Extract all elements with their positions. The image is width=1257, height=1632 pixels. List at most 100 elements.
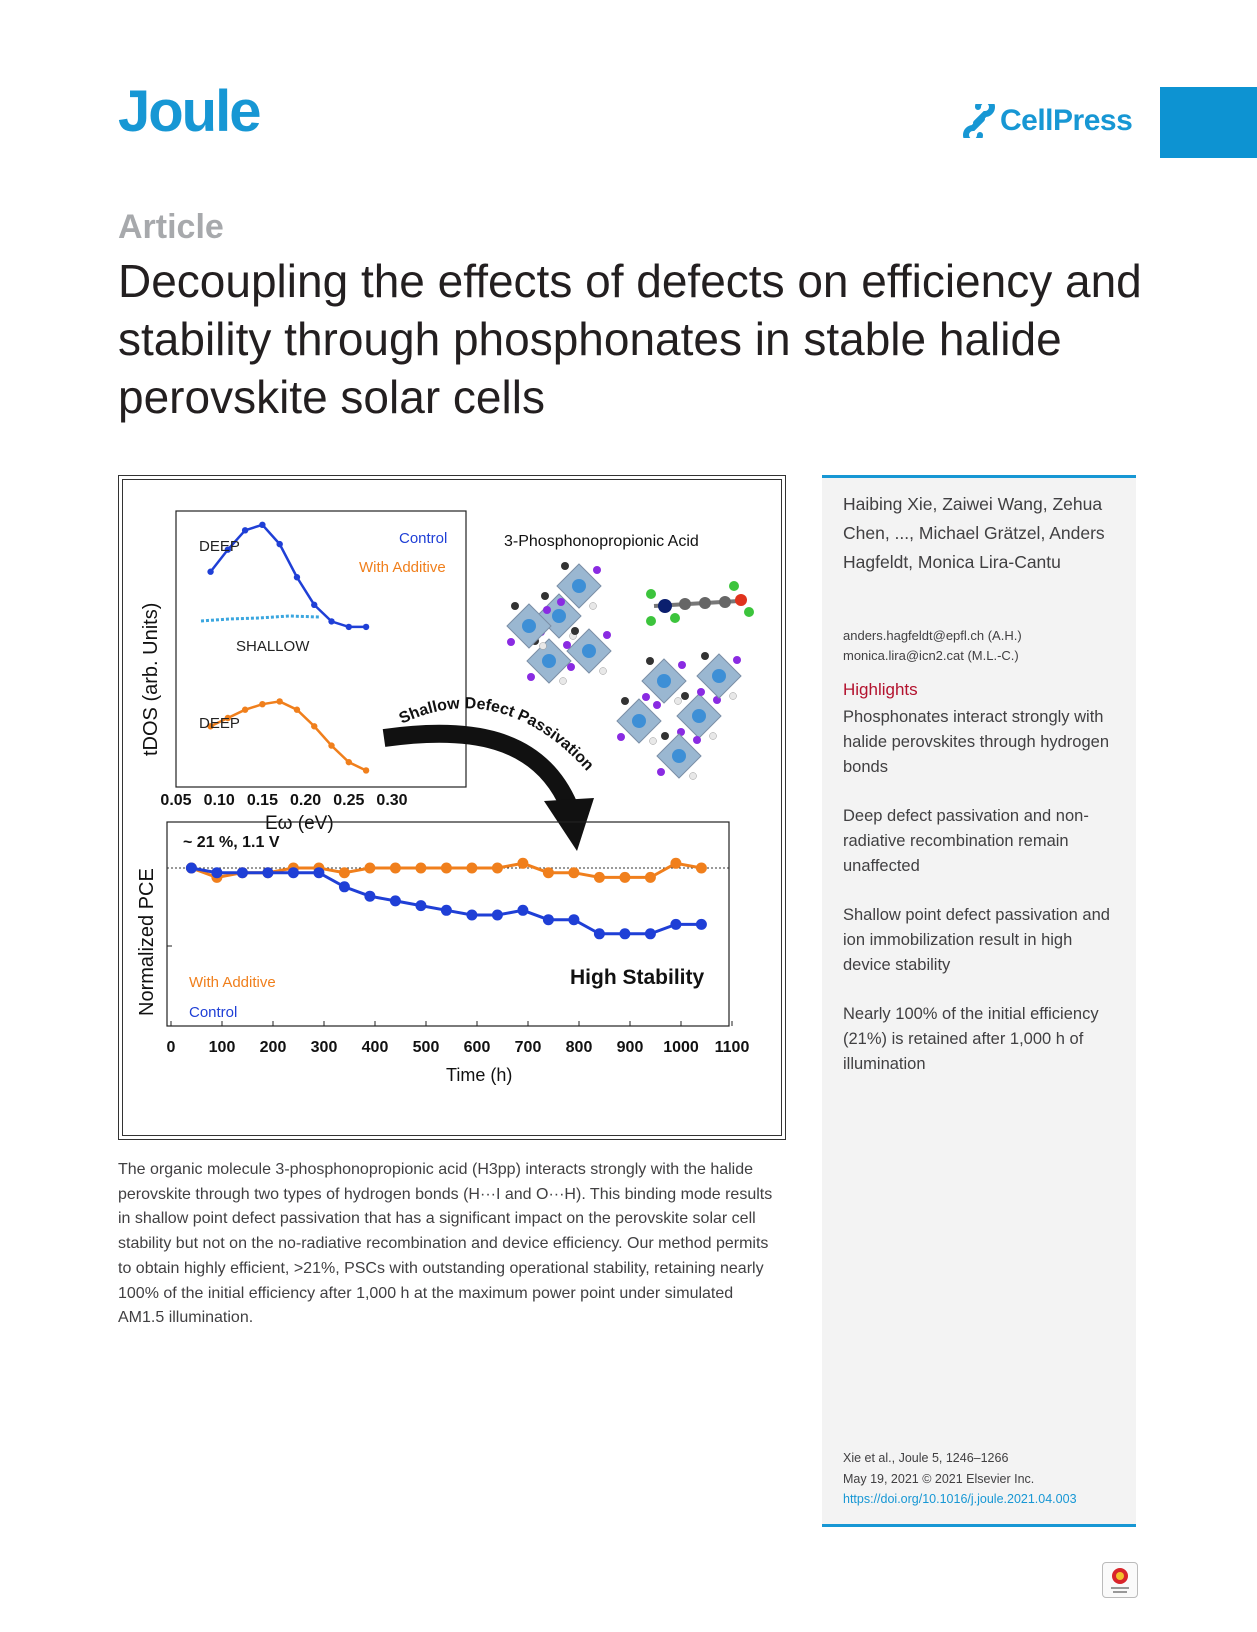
passivation-arrow — [382, 724, 578, 810]
tdos-data-point — [224, 546, 232, 553]
pce-data-point — [644, 928, 656, 940]
correspondence: anders.hagfeldt@epfl.ch (A.H.) monica.li… — [843, 626, 1022, 666]
pce-data-point — [466, 909, 478, 921]
tdos-data-point — [362, 623, 370, 631]
tdos-legend-control: Control — [399, 530, 447, 547]
tdos-legend-additive: With Additive — [359, 559, 446, 576]
pce-data-point — [695, 918, 707, 930]
halide-atom — [697, 688, 705, 696]
tdos-x-tick-label: 0.25 — [333, 792, 364, 809]
halide-atom — [563, 641, 571, 649]
tdos-data-point — [293, 706, 301, 713]
hydrogen-atom — [674, 697, 682, 705]
tdos-series-line — [209, 523, 367, 629]
pce-x-tick-label: 400 — [362, 1039, 389, 1056]
tdos-plot-frame — [175, 510, 467, 788]
tdos-data-point — [345, 758, 352, 766]
tdos-data-point — [328, 618, 335, 625]
tdos-data-point — [276, 698, 283, 705]
pce-data-point — [619, 928, 631, 940]
pce-x-tick-label: 1100 — [715, 1039, 750, 1056]
tdos-data-point — [345, 623, 352, 631]
pce-data-point — [262, 867, 274, 879]
pce-data-point — [338, 867, 350, 879]
tdos-x-tick-label: 0.15 — [247, 792, 278, 809]
halide-atom — [603, 631, 611, 639]
tdos-data-point — [328, 742, 335, 749]
pce-data-point — [593, 928, 605, 940]
pce-data-point — [415, 900, 427, 912]
metal-atom — [582, 644, 596, 658]
hydrogen-atom — [649, 737, 657, 745]
pce-data-point — [415, 862, 427, 874]
pce-data-point — [236, 867, 248, 879]
publisher-name: CellPress — [1000, 104, 1133, 137]
halide-atom — [733, 656, 741, 664]
pce-data-point — [568, 914, 580, 926]
passivation-arrowhead — [544, 798, 594, 851]
pce-data-point — [593, 871, 605, 883]
pce-x-tick-label: 100 — [209, 1039, 236, 1056]
pce-data-point — [338, 881, 350, 893]
pce-data-point — [542, 867, 554, 879]
metal-atom — [552, 609, 566, 623]
halide-atom — [527, 673, 535, 681]
corner-tab — [1160, 87, 1257, 158]
pce-data-point — [287, 867, 299, 879]
pce-data-point — [695, 862, 707, 874]
pce-data-point — [389, 862, 401, 874]
pce-data-point — [364, 862, 376, 874]
tdos-data-point — [311, 723, 318, 730]
metal-atom — [672, 749, 686, 763]
pce-plot-frame — [166, 821, 730, 1027]
perovskite-crystal-image — [506, 562, 742, 780]
check-for-updates-icon[interactable] — [1102, 1562, 1138, 1598]
graphical-abstract: 0.05 0.10 0.15 0.20 0.25 0.30 tDOS (arb. Unit… — [118, 475, 786, 1140]
organic-atom — [571, 627, 579, 635]
pce-data-point — [619, 871, 631, 883]
metal-atom — [522, 619, 536, 633]
tdos-x-tick-label: 0.20 — [290, 792, 321, 809]
halide-atom — [507, 638, 515, 646]
pce-data-point — [440, 904, 452, 916]
pce-x-tick-label: 800 — [566, 1039, 593, 1056]
organic-atom — [541, 592, 549, 600]
pce-data-point — [313, 867, 325, 879]
pce-xlabel: Time (h) — [446, 1065, 512, 1085]
metal-atom — [572, 579, 586, 593]
doi-link[interactable]: https://doi.org/10.1016/j.joule.2021.04.… — [843, 1492, 1077, 1506]
tdos-data-point — [293, 574, 301, 581]
tdos-ylabel: tDOS (arb. Units) — [140, 603, 162, 756]
tdos-data-point — [311, 601, 318, 609]
pce-data-point — [491, 862, 503, 874]
tdos-data-point — [362, 767, 370, 774]
pce-data-point — [670, 857, 682, 869]
halide-atom — [557, 598, 565, 606]
highlight-item: Shallow point defect passivation and ion… — [843, 906, 1110, 974]
citation: Xie et al., Joule 5, 1246–1266 May 19, 2… — [843, 1448, 1077, 1510]
hydrogen-atom — [689, 772, 697, 780]
hydrogen-atom — [539, 642, 547, 650]
organic-atom — [661, 732, 669, 740]
citation-journal: Xie et al., Joule 5, 1246–1266 — [843, 1451, 1009, 1465]
pce-data-point — [670, 918, 682, 930]
highlight-item: Deep defect passivation and non-radiativ… — [843, 807, 1089, 875]
pce-x-tick-label: 700 — [515, 1039, 542, 1056]
pce-x-tick-label: 300 — [311, 1039, 338, 1056]
pce-x-tick-label: 600 — [464, 1039, 491, 1056]
organic-atom — [561, 562, 569, 570]
tdos-xlabel: Eω (eV) — [265, 813, 334, 834]
organic-atom — [701, 652, 709, 660]
tdos-shallow-band — [200, 614, 320, 623]
metal-atom — [657, 674, 671, 688]
journal-logo: Joule — [118, 79, 261, 144]
pce-data-point — [542, 914, 554, 926]
tdos-x-tick-label: 0.30 — [376, 792, 407, 809]
halide-atom — [657, 768, 665, 776]
halide-atom — [678, 661, 686, 669]
halide-atom — [593, 566, 601, 574]
author-list: Haibing Xie, Zaiwei Wang, Zehua Chen, ..… — [843, 494, 1105, 572]
organic-atom — [646, 657, 654, 665]
email-link[interactable]: anders.hagfeldt@epfl.ch (A.H.) — [843, 628, 1022, 643]
email-link[interactable]: monica.lira@icn2.cat (M.L.-C.) — [843, 648, 1019, 663]
